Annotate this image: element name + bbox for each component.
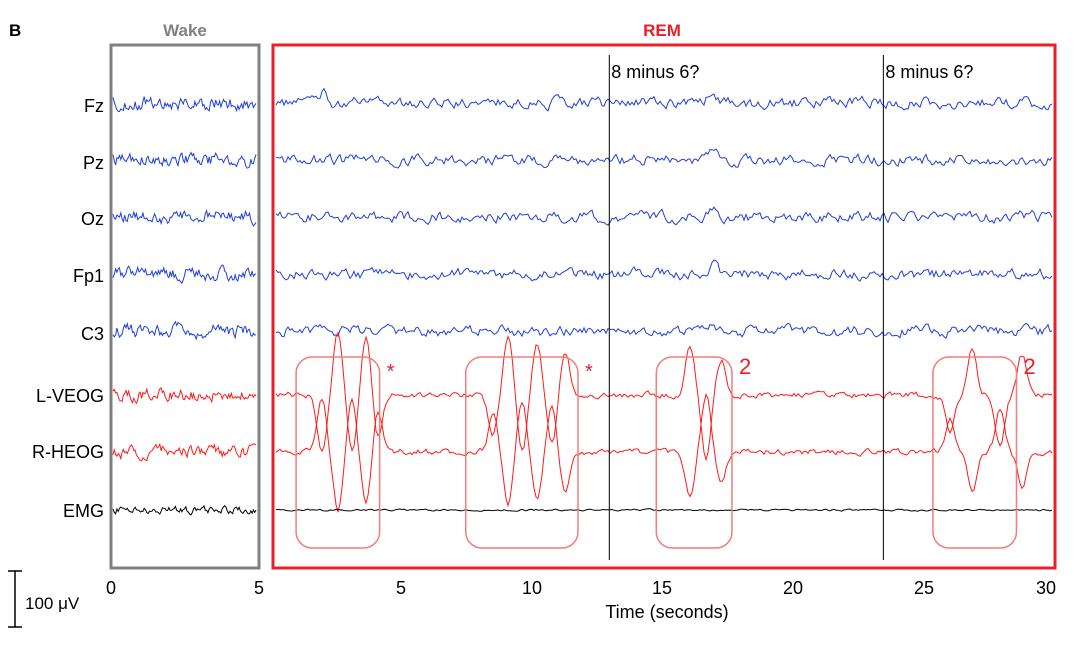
scale-bar: 100 μV xyxy=(8,570,80,628)
wake-tick-0: 0 xyxy=(106,578,116,598)
trace-wake-fz xyxy=(112,95,257,113)
eye-movement-box-4 xyxy=(932,356,1018,549)
wake-section-title: Wake xyxy=(163,21,207,40)
trace-rem-emg xyxy=(276,508,1053,512)
eye-movement-annotation-2: * xyxy=(585,361,593,383)
rem-tick-25: 25 xyxy=(914,578,934,598)
rem-frame xyxy=(271,43,1057,570)
rem-tick-15: 15 xyxy=(652,578,672,598)
rem-tick-30: 30 xyxy=(1036,578,1056,598)
trace-wake-r-heog xyxy=(112,442,257,462)
trace-wake-pz xyxy=(112,151,257,169)
channel-label-emg: EMG xyxy=(63,501,104,521)
trace-rem-r-heog xyxy=(275,392,1053,513)
rem-tick-5: 5 xyxy=(396,578,406,598)
event-label-2: 8 minus 6? xyxy=(885,62,973,82)
eye-movement-boxes: * * 2 2 xyxy=(295,354,1036,549)
channel-label-c3: C3 xyxy=(81,324,104,344)
trace-rem-l-veog xyxy=(275,331,1053,462)
rem-tick-10: 10 xyxy=(522,578,542,598)
channel-label-fz: Fz xyxy=(84,96,104,116)
eye-movement-box-2 xyxy=(465,356,579,549)
channel-label-fp1: Fp1 xyxy=(73,266,104,286)
trace-wake-fp1 xyxy=(112,264,257,285)
channel-label-r-heog: R-HEOG xyxy=(32,442,104,462)
trace-rem-fz xyxy=(275,87,1053,112)
trace-wake-c3 xyxy=(112,320,257,341)
eye-movement-annotation-4: 2 xyxy=(1023,354,1035,379)
scale-bar-label: 100 μV xyxy=(25,594,80,613)
trace-rem-fp1 xyxy=(275,259,1053,282)
channel-label-l-veog: L-VEOG xyxy=(36,386,104,406)
rem-section-title: REM xyxy=(643,21,681,40)
wake-tick-5: 5 xyxy=(254,578,264,598)
rem-tick-20: 20 xyxy=(783,578,803,598)
channel-label-pz: Pz xyxy=(83,153,104,173)
trace-rem-c3 xyxy=(275,322,1053,340)
trace-rem-oz xyxy=(275,206,1053,226)
eye-movement-annotation-3: 2 xyxy=(739,354,751,379)
eeg-traces xyxy=(112,87,1053,516)
trace-wake-emg xyxy=(112,504,257,516)
eye-movement-annotation-1: * xyxy=(387,361,395,383)
event-markers: 8 minus 6? 8 minus 6? xyxy=(608,55,973,560)
trace-wake-oz xyxy=(112,209,257,227)
event-label-1: 8 minus 6? xyxy=(611,62,699,82)
channel-label-oz: Oz xyxy=(81,209,104,229)
panel-letter: B xyxy=(9,21,21,40)
eye-movement-box-1 xyxy=(295,356,381,549)
eye-movement-box-3 xyxy=(655,356,733,549)
x-axis-title: Time (seconds) xyxy=(605,602,728,622)
trace-rem-pz xyxy=(275,148,1053,169)
trace-wake-l-veog xyxy=(112,387,257,405)
wake-frame xyxy=(109,43,261,570)
